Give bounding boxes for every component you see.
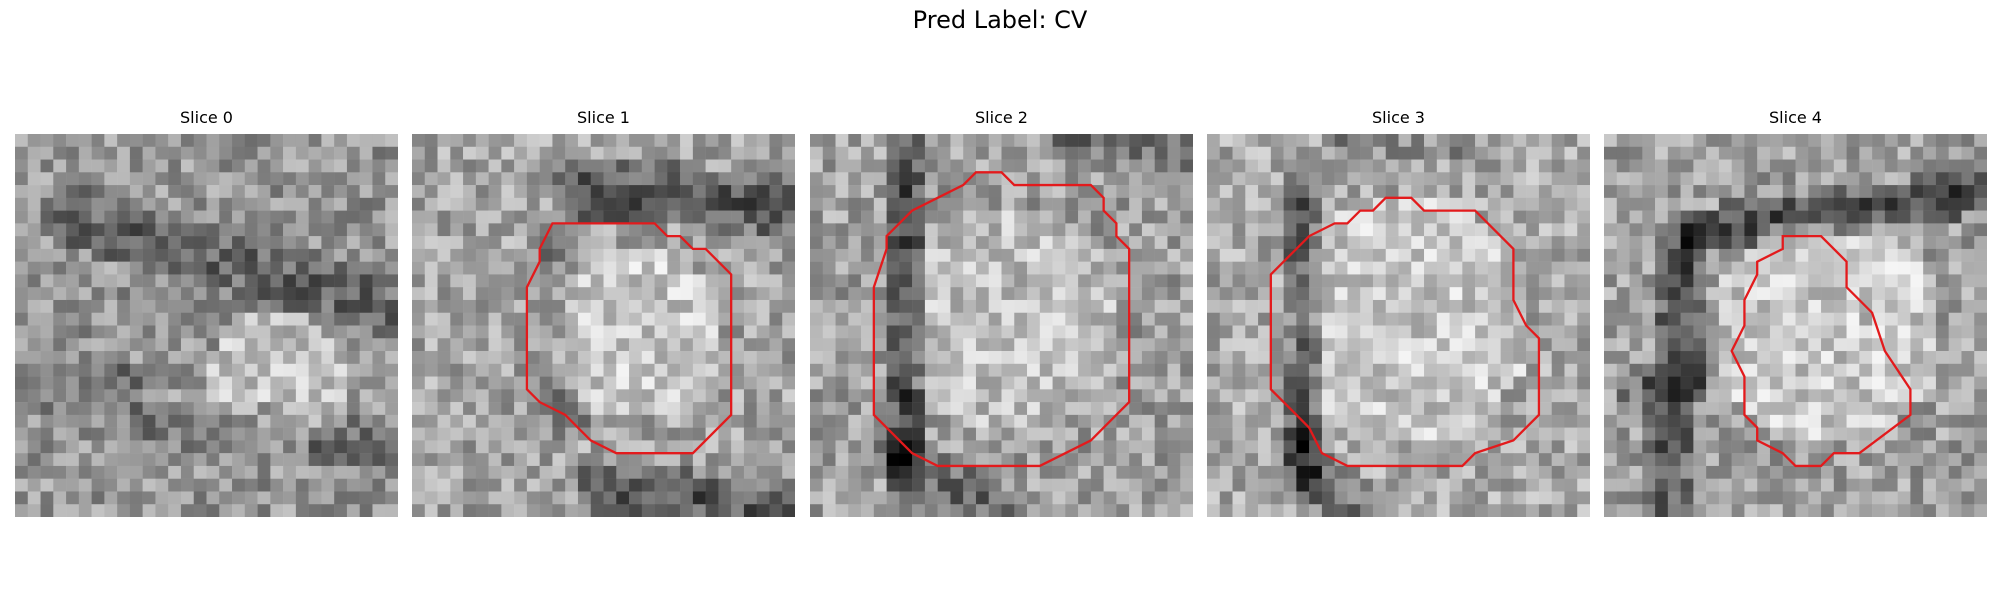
slice-image [1207,134,1590,517]
slice-panel-1: Slice 1 [412,106,795,517]
slice-title: Slice 0 [180,108,233,127]
slice-title: Slice 2 [975,108,1028,127]
slice-panel-4: Slice 4 [1604,106,1987,517]
figure-title: Pred Label: CV [912,6,1088,34]
segmentation-contour [1269,196,1541,468]
slice-panel-3: Slice 3 [1207,106,1590,517]
slice-title: Slice 3 [1372,108,1425,127]
slice-image [1604,134,1987,517]
slice-image [810,134,1193,517]
slice-title: Slice 1 [577,108,630,127]
segmentation-contour [872,171,1131,468]
slice-image [15,134,398,517]
slice-image [412,134,795,517]
segmentation-contour [525,222,733,455]
slice-panel-0: Slice 0 [15,106,398,517]
slice-title: Slice 4 [1769,108,1822,127]
segmentation-contour [1730,234,1912,468]
slice-panel-2: Slice 2 [810,106,1193,517]
